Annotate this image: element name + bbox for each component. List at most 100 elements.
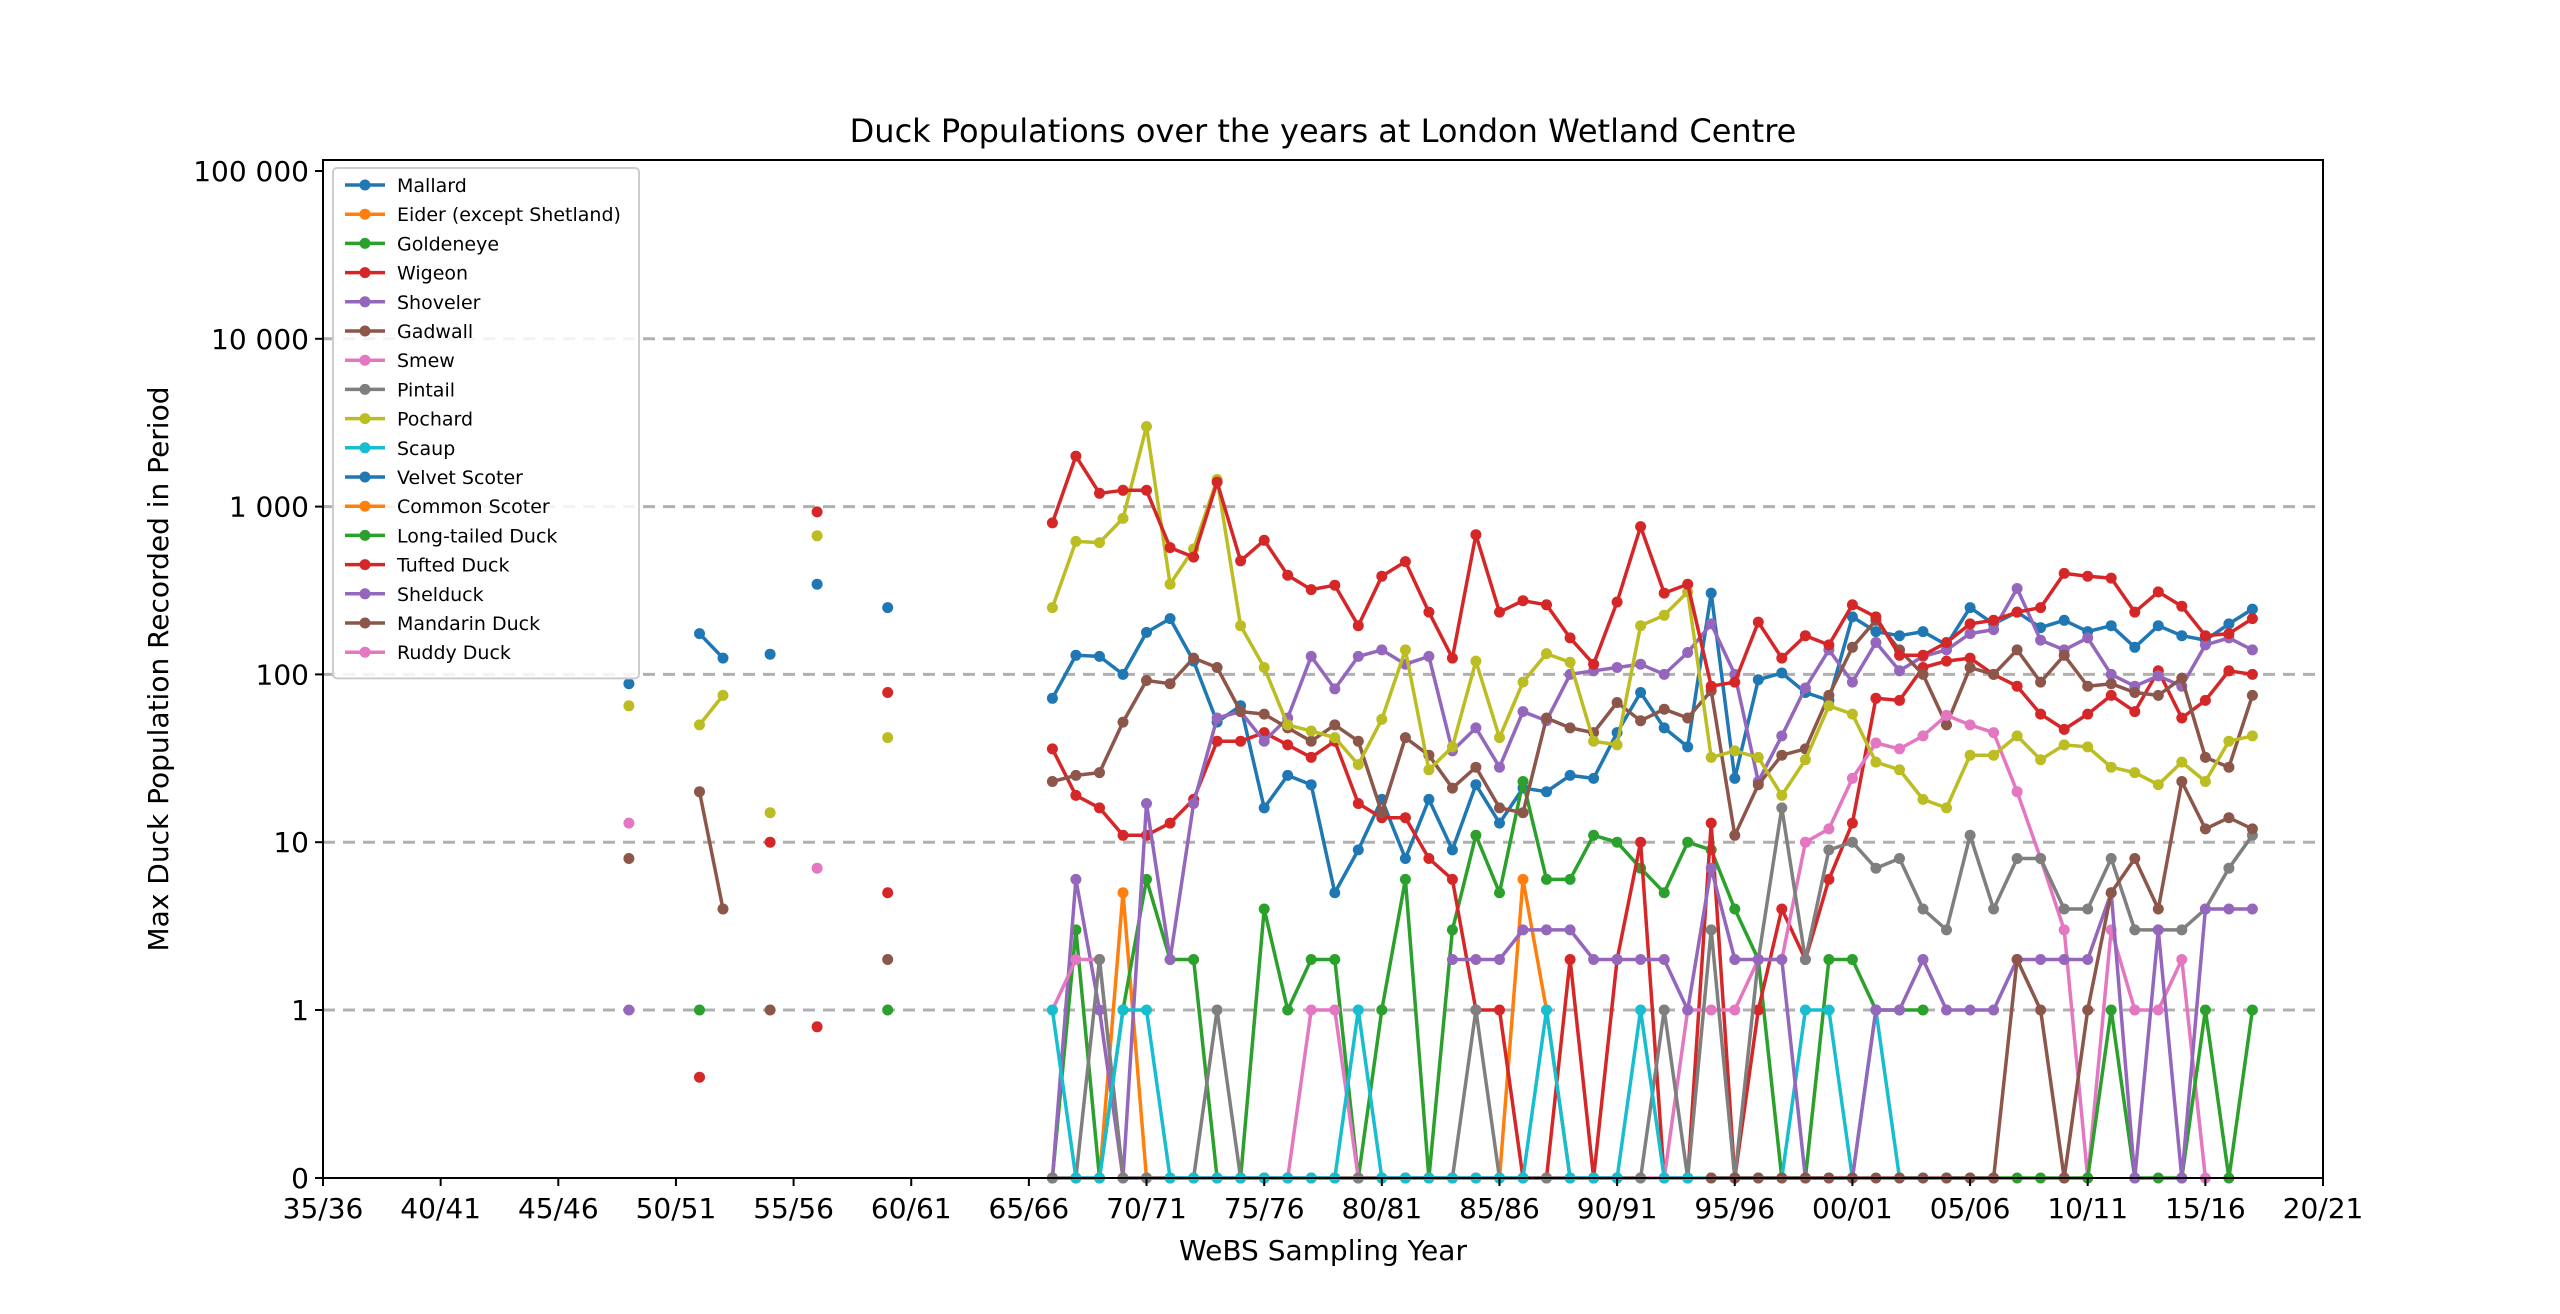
series-0-point-36	[1752, 674, 1764, 686]
legend-item-10: Velvet Scoter	[345, 467, 523, 489]
series-0-point-0	[623, 678, 635, 690]
series-0-point-3	[764, 648, 776, 660]
series-13-point-31	[1729, 676, 1741, 688]
series-13-point-33	[1776, 652, 1788, 664]
series-5-point-42	[1941, 719, 1952, 731]
series-0-point-41	[1870, 626, 1882, 638]
series-13-point-2	[1046, 517, 1058, 529]
series-0-point-53	[2152, 620, 2164, 632]
series-8-point-21	[1399, 644, 1411, 656]
series-7-point-31	[1776, 802, 1788, 814]
series-2-point-21	[1494, 887, 1505, 899]
series-4-point-7	[1188, 798, 1200, 809]
series-5-point-35	[1776, 749, 1788, 761]
series-5-point-30	[1658, 703, 1670, 715]
series-9-point-25	[1635, 1004, 1647, 1016]
series-8-point-17	[1305, 725, 1317, 737]
x-tick-label-10: 85/86	[1459, 1192, 1540, 1225]
series-8-point-57	[2246, 730, 2258, 742]
series-6-point-31	[1729, 1004, 1741, 1016]
series-4-point-50	[2199, 639, 2211, 651]
y-tick-label-6: 100 000	[193, 155, 309, 188]
series-13-point-21	[1494, 606, 1505, 618]
series-5-point-9	[1164, 678, 1176, 690]
legend-swatch-marker-14	[359, 588, 371, 600]
series-5-point-13	[1258, 708, 1270, 720]
chart-title: Duck Populations over the years at Londo…	[850, 112, 1797, 150]
series-8-point-19	[1352, 759, 1364, 771]
series-5-point-1	[694, 786, 705, 798]
series-12-point-11	[2199, 1004, 2211, 1016]
series-13	[811, 450, 2258, 698]
x-tick-label-12: 95/96	[1694, 1192, 1775, 1225]
series-5-point-52	[2176, 672, 2188, 684]
series-13-point-49	[2152, 586, 2164, 598]
legend-swatch-marker-1	[359, 208, 371, 220]
series-4-point-0	[623, 1004, 635, 1016]
series-13-point-43	[2011, 606, 2023, 618]
legend-label-2: Goldeneye	[397, 233, 499, 255]
series-5-point-19	[1399, 732, 1411, 744]
series-13-point-30	[1705, 680, 1717, 692]
series-0-point-49	[2058, 614, 2070, 626]
series-2-point-6	[1141, 873, 1152, 885]
series-8-point-9	[1117, 512, 1129, 524]
series-4-point-10	[1258, 735, 1270, 747]
series-7-point-46	[2129, 924, 2141, 936]
series-13-point-13	[1305, 584, 1317, 596]
series-6-point-40	[1941, 709, 1952, 721]
series-13-point-16	[1376, 570, 1388, 582]
series-7-point-34	[1846, 836, 1858, 848]
series-6-point-38	[1894, 743, 1905, 755]
series-6-point-35	[1823, 823, 1835, 835]
series-8-point-38	[1799, 754, 1811, 766]
series-13-point-18	[1423, 606, 1435, 618]
series-7-point-39	[1964, 829, 1976, 841]
series-8-point-31	[1635, 620, 1647, 632]
series-13-point-10	[1235, 555, 1247, 567]
legend-item-0: Mallard	[345, 175, 467, 197]
series-0-point-37	[1776, 667, 1788, 679]
series-0-point-31	[1635, 687, 1647, 698]
series-8-point-22	[1423, 764, 1435, 776]
y-tick-label-1: 1	[291, 994, 309, 1027]
series-8-point-36	[1752, 751, 1764, 763]
series-4-point-14	[1352, 650, 1364, 662]
series-13-point-6	[1141, 484, 1152, 496]
series-2-point-17	[1399, 873, 1411, 885]
series-0-point-42	[1894, 630, 1905, 642]
legend-label-5: Gadwall	[397, 321, 473, 343]
series-3-point-53	[2199, 694, 2211, 706]
series-5-point-54	[2223, 761, 2235, 773]
series-0-point-35	[1729, 772, 1741, 784]
series-4-point-17	[1423, 650, 1435, 662]
series-14-point-8	[1635, 954, 1647, 965]
series-13-point-51	[2199, 630, 2211, 642]
series-14-point-9	[1658, 954, 1670, 965]
series-0-point-22	[1423, 793, 1435, 805]
series-13-point-14	[1329, 579, 1341, 591]
series-6-point-43	[2011, 786, 2023, 798]
series-3-line-4	[1050, 656, 2253, 1180]
series-8-point-44	[1941, 802, 1952, 814]
series-15-point-24	[2246, 823, 2258, 835]
y-axis: 0 1 10 100 1 000 10 000 100 000	[193, 155, 323, 1195]
series-3-point-5	[1070, 789, 1082, 801]
legend-label-13: Tufted Duck	[396, 555, 509, 577]
series-14-point-6	[1588, 954, 1600, 965]
series-2-point-0	[694, 1004, 705, 1016]
series-13-line-2	[1050, 454, 2254, 688]
series-8-point-53	[2152, 779, 2164, 791]
series-8-point-42	[1894, 764, 1905, 776]
series-8-point-16	[1282, 719, 1294, 731]
series-8-point-43	[1917, 793, 1929, 805]
series-14-point-20	[1917, 954, 1929, 965]
plot-frame	[322, 159, 2324, 1179]
series-8-point-23	[1446, 741, 1458, 753]
series-14-point-13	[1752, 954, 1764, 965]
legend-item-13: Tufted Duck	[345, 555, 509, 577]
series-13-point-0	[811, 506, 823, 518]
series-2-point-14	[1329, 954, 1341, 965]
series-0-point-27	[1541, 786, 1552, 798]
x-tick-label-13: 00/01	[1812, 1192, 1893, 1225]
